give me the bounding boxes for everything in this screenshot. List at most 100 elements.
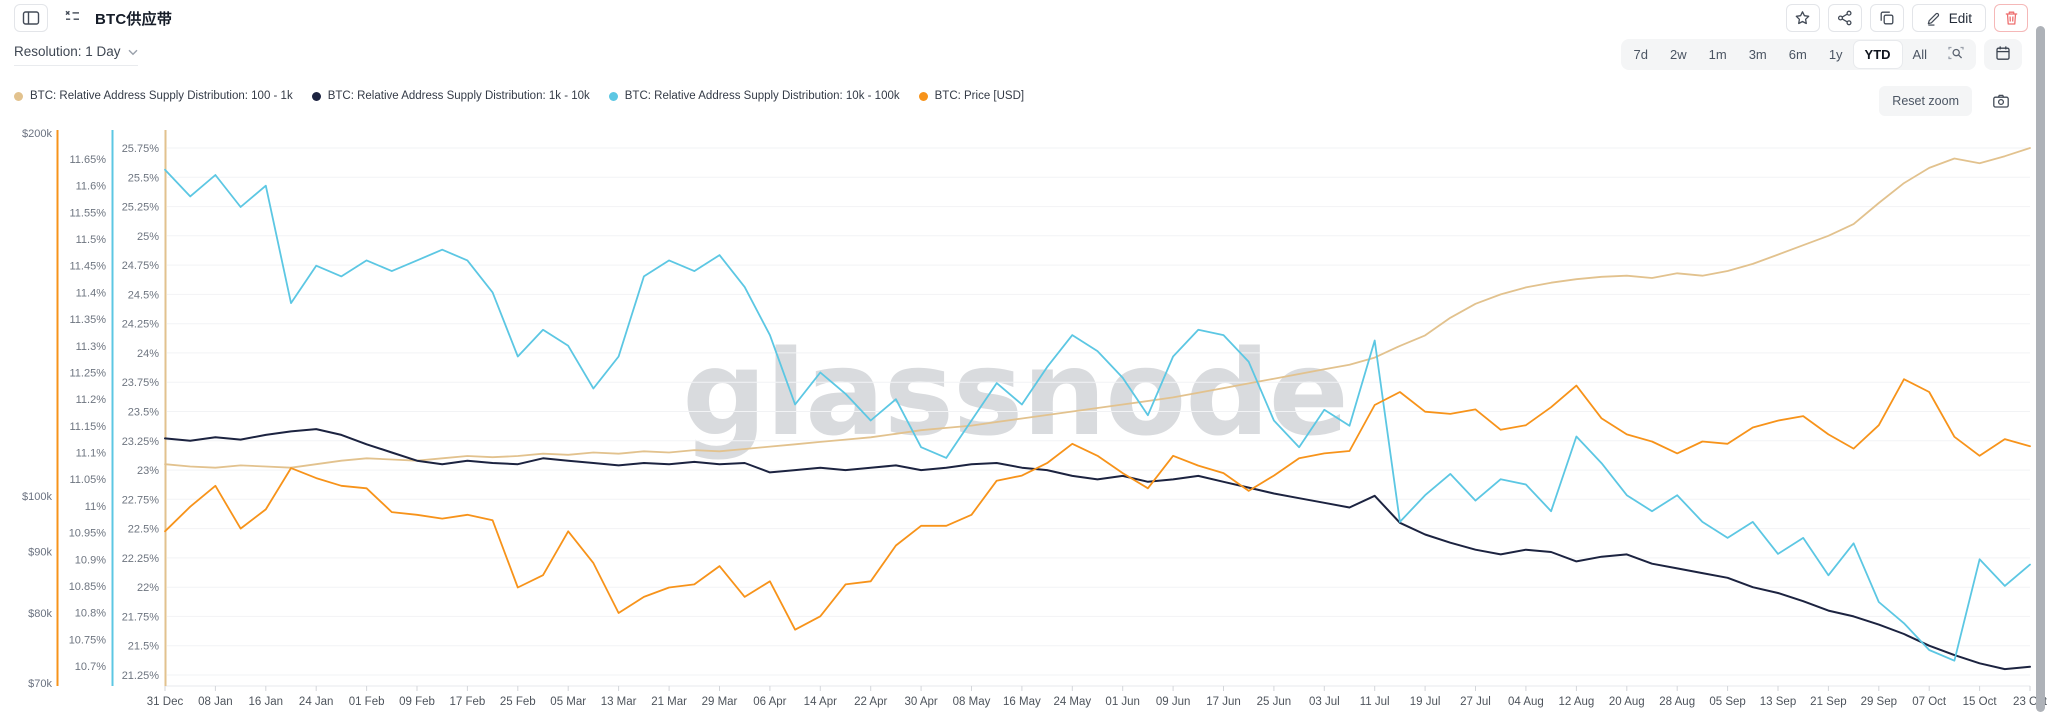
range-button-all[interactable]: All — [1902, 41, 1938, 68]
svg-text:04 Aug: 04 Aug — [1508, 696, 1544, 708]
supply_100_1k-axis-labels: 25.75% 25.5% 25.25% 25% 24.75% 24.5% 24.25% 24%… — [122, 143, 160, 682]
svg-text:23%: 23% — [137, 465, 159, 477]
calendar-icon — [1995, 45, 2011, 64]
chevron-down-icon — [128, 44, 138, 59]
svg-text:09 Jun: 09 Jun — [1156, 696, 1191, 708]
svg-text:17 Feb: 17 Feb — [449, 696, 485, 708]
svg-text:21 Sep: 21 Sep — [1810, 696, 1846, 708]
svg-text:10.95%: 10.95% — [69, 528, 107, 540]
svg-text:24.5%: 24.5% — [128, 289, 159, 301]
legend-item-3[interactable]: BTC: Price [USD] — [918, 90, 1025, 102]
svg-text:22%: 22% — [137, 582, 159, 594]
series-line-supply_10k_100k — [164, 168, 2031, 662]
svg-text:16 Jan: 16 Jan — [249, 696, 284, 708]
svg-text:11.4%: 11.4% — [76, 287, 107, 299]
favorite-button[interactable] — [1785, 4, 1820, 32]
range-button-2w[interactable]: 2w — [1659, 41, 1698, 68]
svg-text:30 Apr: 30 Apr — [904, 696, 937, 708]
edit-button[interactable]: Edit — [1911, 4, 1986, 32]
svg-text:20 Aug: 20 Aug — [1609, 696, 1645, 708]
svg-text:11.3%: 11.3% — [76, 341, 107, 353]
trash-icon — [2004, 10, 2019, 26]
edit-button-label: Edit — [1948, 10, 1972, 26]
svg-text:07 Oct: 07 Oct — [1912, 696, 1947, 708]
svg-text:29 Sep: 29 Sep — [1861, 696, 1897, 708]
legend-dot — [14, 91, 23, 101]
workbench-metrics-icon[interactable] — [64, 8, 81, 29]
svg-text:15 Oct: 15 Oct — [1963, 696, 1998, 708]
svg-text:25 Feb: 25 Feb — [500, 696, 536, 708]
svg-text:09 Feb: 09 Feb — [399, 696, 435, 708]
sidebar-toggle-button[interactable] — [14, 4, 48, 32]
svg-text:17 Jun: 17 Jun — [1206, 696, 1241, 708]
svg-text:11.05%: 11.05% — [70, 474, 107, 486]
page-scrollbar[interactable] — [2036, 26, 2045, 712]
legend-label: BTC: Price [USD] — [934, 90, 1025, 102]
range-button-1y[interactable]: 1y — [1818, 41, 1854, 68]
svg-text:23.25%: 23.25% — [122, 436, 160, 448]
zoom-area-button[interactable] — [1938, 42, 1974, 67]
svg-text:24 May: 24 May — [1053, 696, 1091, 708]
gridlines — [167, 147, 2030, 676]
svg-text:24 Jan: 24 Jan — [299, 696, 334, 708]
svg-text:22 Apr: 22 Apr — [854, 696, 887, 708]
svg-text:10.8%: 10.8% — [75, 608, 106, 620]
copy-icon — [1879, 10, 1895, 26]
svg-text:25%: 25% — [137, 231, 159, 243]
resolution-label: Resolution: 1 Day — [14, 44, 121, 59]
svg-text:25.25%: 25.25% — [122, 202, 160, 214]
legend-label: BTC: Relative Address Supply Distributio… — [624, 90, 900, 102]
screenshot-button[interactable] — [1986, 87, 2016, 115]
svg-text:11.5%: 11.5% — [76, 234, 107, 246]
pencil-icon — [1926, 11, 1941, 26]
delete-button[interactable] — [1994, 4, 2028, 32]
svg-text:25.5%: 25.5% — [128, 172, 159, 184]
svg-text:08 May: 08 May — [953, 696, 991, 708]
legend-item-1[interactable]: BTC: Relative Address Supply Distributio… — [311, 90, 590, 102]
calendar-button[interactable] — [1984, 39, 2022, 70]
legend-item-2[interactable]: BTC: Relative Address Supply Distributio… — [608, 90, 900, 102]
svg-text:24%: 24% — [137, 348, 159, 360]
supply_10k_100k-axis-labels: 11.65% 11.6% 11.55% 11.5% 11.45% 11.4% 11.35% 1… — [69, 154, 107, 673]
svg-text:28 Aug: 28 Aug — [1659, 696, 1695, 708]
chart-actions: Reset zoom — [1879, 86, 2016, 116]
svg-text:24.25%: 24.25% — [122, 319, 160, 331]
x-axis-labels: 31 Dec 08 Jan 16 Jan 24 Jan 01 Feb 09 Feb 17 F… — [147, 686, 2048, 708]
share-button[interactable] — [1827, 4, 1862, 32]
svg-text:11.15%: 11.15% — [70, 421, 107, 433]
duplicate-button[interactable] — [1869, 4, 1904, 32]
svg-text:16 May: 16 May — [1003, 696, 1041, 708]
legend-item-0[interactable]: BTC: Relative Address Supply Distributio… — [14, 90, 293, 102]
series-line-price — [164, 378, 2031, 631]
series-line-supply_100_1k — [164, 147, 2031, 469]
svg-text:10.9%: 10.9% — [75, 554, 106, 566]
range-button-3m[interactable]: 3m — [1738, 41, 1778, 68]
svg-text:13 Mar: 13 Mar — [601, 696, 637, 708]
svg-text:12 Aug: 12 Aug — [1558, 696, 1594, 708]
svg-text:11%: 11% — [85, 501, 106, 513]
svg-text:$200k: $200k — [22, 128, 52, 140]
chart-legend: BTC: Relative Address Supply Distributio… — [14, 90, 1024, 102]
svg-text:24.75%: 24.75% — [122, 260, 160, 272]
range-button-7d[interactable]: 7d — [1623, 41, 1659, 68]
reset-zoom-button[interactable]: Reset zoom — [1879, 86, 1972, 116]
svg-text:06 Apr: 06 Apr — [753, 696, 786, 708]
resolution-dropdown[interactable]: Resolution: 1 Day — [14, 44, 138, 66]
svg-text:13 Sep: 13 Sep — [1760, 696, 1796, 708]
range-button-1m[interactable]: 1m — [1698, 41, 1738, 68]
range-button-6m[interactable]: 6m — [1778, 41, 1818, 68]
svg-text:23.75%: 23.75% — [122, 377, 160, 389]
star-icon — [1794, 10, 1811, 26]
svg-text:11.35%: 11.35% — [70, 314, 107, 326]
page-title: BTC供应带 — [95, 10, 173, 28]
legend-dot — [311, 91, 321, 101]
svg-text:23.5%: 23.5% — [128, 407, 159, 419]
topbar-actions: Edit — [1785, 4, 2028, 32]
svg-text:14 Apr: 14 Apr — [804, 696, 837, 708]
svg-text:21.25%: 21.25% — [122, 670, 160, 682]
range-button-ytd[interactable]: YTD — [1853, 41, 1902, 68]
price-axis-labels: $200k $100k $90k $80k $70k — [22, 128, 52, 690]
svg-text:05 Mar: 05 Mar — [550, 696, 586, 708]
